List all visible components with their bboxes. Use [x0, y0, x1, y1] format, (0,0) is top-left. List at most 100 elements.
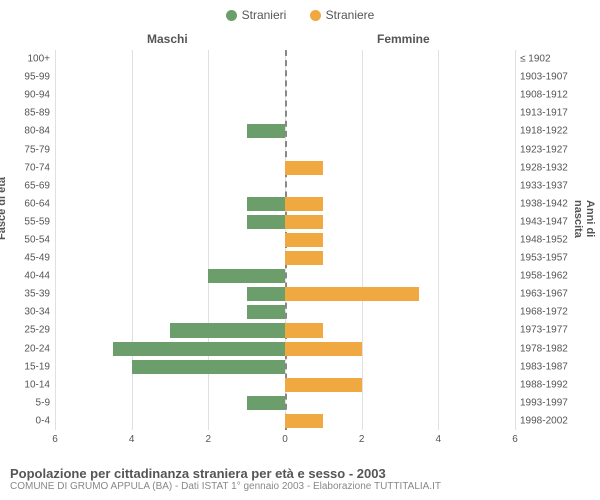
bar-male — [247, 215, 285, 229]
legend: Stranieri Straniere — [0, 0, 600, 28]
data-row — [55, 287, 515, 301]
age-label: 0-4 — [5, 415, 50, 426]
age-label: 25-29 — [5, 325, 50, 336]
legend-male: Stranieri — [226, 8, 287, 22]
bar-female — [285, 251, 323, 265]
data-row — [55, 70, 515, 84]
legend-swatch-female — [310, 10, 321, 21]
bar-male — [247, 396, 285, 410]
age-label: 80-84 — [5, 126, 50, 137]
chart-footer: Popolazione per cittadinanza straniera p… — [10, 466, 441, 492]
birth-years-label: 1988-1992 — [520, 379, 590, 390]
age-label: 50-54 — [5, 235, 50, 246]
data-row — [55, 360, 515, 374]
legend-female: Straniere — [310, 8, 375, 22]
age-label: 100+ — [5, 54, 50, 65]
bar-male — [247, 287, 285, 301]
birth-years-label: 1948-1952 — [520, 235, 590, 246]
x-tick-label: 2 — [206, 434, 212, 445]
bar-male — [247, 305, 285, 319]
age-label: 75-79 — [5, 144, 50, 155]
age-label: 55-59 — [5, 216, 50, 227]
data-row — [55, 179, 515, 193]
age-label: 5-9 — [5, 397, 50, 408]
x-tick-label: 4 — [436, 434, 442, 445]
birth-years-label: 1998-2002 — [520, 415, 590, 426]
data-row — [55, 233, 515, 247]
birth-years-label: 1973-1977 — [520, 325, 590, 336]
birth-years-label: 1958-1962 — [520, 271, 590, 282]
birth-years-label: 1993-1997 — [520, 397, 590, 408]
birth-years-label: 1908-1912 — [520, 90, 590, 101]
x-tick-label: 0 — [282, 434, 288, 445]
data-row — [55, 396, 515, 410]
age-label: 85-89 — [5, 108, 50, 119]
bar-female — [285, 378, 362, 392]
data-row — [55, 251, 515, 265]
data-row — [55, 342, 515, 356]
age-label: 10-14 — [5, 379, 50, 390]
birth-years-label: 1978-1982 — [520, 343, 590, 354]
bar-female — [285, 414, 323, 428]
chart-subtitle: COMUNE DI GRUMO APPULA (BA) - Dati ISTAT… — [10, 481, 441, 492]
birth-years-label: 1918-1922 — [520, 126, 590, 137]
bar-male — [132, 360, 285, 374]
bar-female — [285, 342, 362, 356]
column-title-right: Femmine — [377, 32, 430, 46]
x-tick-label: 6 — [512, 434, 518, 445]
data-row — [55, 305, 515, 319]
population-pyramid-chart: Stranieri Straniere Maschi Femmine Fasce… — [0, 0, 600, 500]
x-tick-label: 6 — [52, 434, 58, 445]
age-label: 45-49 — [5, 253, 50, 264]
data-row — [55, 378, 515, 392]
age-label: 70-74 — [5, 162, 50, 173]
data-row — [55, 197, 515, 211]
data-row — [55, 323, 515, 337]
age-label: 20-24 — [5, 343, 50, 354]
data-row — [55, 161, 515, 175]
birth-years-label: 1963-1967 — [520, 289, 590, 300]
age-label: 90-94 — [5, 90, 50, 101]
grid-line — [515, 50, 516, 430]
bar-female — [285, 197, 323, 211]
data-row — [55, 269, 515, 283]
birth-years-label: 1953-1957 — [520, 253, 590, 264]
bar-male — [208, 269, 285, 283]
plot-area — [55, 50, 515, 430]
age-label: 60-64 — [5, 198, 50, 209]
column-title-left: Maschi — [147, 32, 188, 46]
age-label: 15-19 — [5, 361, 50, 372]
birth-years-label: 1983-1987 — [520, 361, 590, 372]
legend-swatch-male — [226, 10, 237, 21]
data-row — [55, 88, 515, 102]
x-tick-label: 2 — [359, 434, 365, 445]
bar-female — [285, 161, 323, 175]
legend-label-male: Stranieri — [242, 8, 287, 22]
birth-years-label: ≤ 1902 — [520, 54, 590, 65]
data-row — [55, 414, 515, 428]
age-label: 65-69 — [5, 180, 50, 191]
birth-years-label: 1968-1972 — [520, 307, 590, 318]
data-row — [55, 52, 515, 66]
age-label: 30-34 — [5, 307, 50, 318]
bar-female — [285, 233, 323, 247]
data-row — [55, 106, 515, 120]
bar-male — [247, 197, 285, 211]
birth-years-label: 1923-1927 — [520, 144, 590, 155]
birth-years-label: 1913-1917 — [520, 108, 590, 119]
birth-years-label: 1943-1947 — [520, 216, 590, 227]
bar-female — [285, 215, 323, 229]
bar-male — [170, 323, 285, 337]
age-label: 95-99 — [5, 72, 50, 83]
age-label: 40-44 — [5, 271, 50, 282]
age-label: 35-39 — [5, 289, 50, 300]
birth-years-label: 1903-1907 — [520, 72, 590, 83]
bar-male — [247, 124, 285, 138]
data-row — [55, 215, 515, 229]
data-row — [55, 124, 515, 138]
x-tick-label: 4 — [129, 434, 135, 445]
chart-title: Popolazione per cittadinanza straniera p… — [10, 466, 441, 481]
legend-label-female: Straniere — [326, 8, 375, 22]
bar-female — [285, 323, 323, 337]
data-row — [55, 142, 515, 156]
